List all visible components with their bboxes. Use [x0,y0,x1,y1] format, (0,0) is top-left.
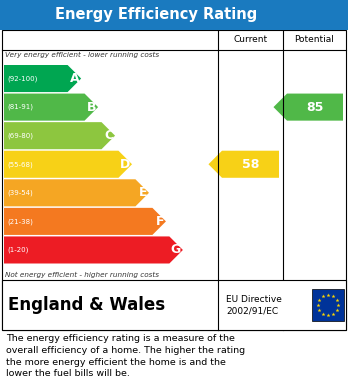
Polygon shape [274,93,343,121]
Text: Current: Current [234,36,268,45]
Text: (81-91): (81-91) [7,104,33,110]
Text: Energy Efficiency Rating: Energy Efficiency Rating [55,7,258,23]
Polygon shape [4,93,98,121]
Text: A: A [70,72,79,85]
Text: (55-68): (55-68) [7,161,33,167]
Text: England & Wales: England & Wales [8,296,165,314]
Text: 58: 58 [242,158,259,171]
Text: D: D [120,158,130,171]
Polygon shape [208,151,279,178]
Polygon shape [4,151,132,178]
Text: C: C [104,129,113,142]
Text: (1-20): (1-20) [7,247,29,253]
Bar [312,289,344,321]
Polygon shape [4,237,183,264]
Text: 85: 85 [306,100,324,114]
Text: Very energy efficient - lower running costs: Very energy efficient - lower running co… [5,52,159,58]
Text: The energy efficiency rating is a measure of the
overall efficiency of a home. T: The energy efficiency rating is a measur… [6,334,245,378]
Text: (21-38): (21-38) [7,218,33,225]
Bar [2,280,346,330]
Text: Not energy efficient - higher running costs: Not energy efficient - higher running co… [5,272,159,278]
Text: B: B [87,100,96,114]
Bar [0,0,348,30]
Text: (69-80): (69-80) [7,133,33,139]
Text: G: G [171,244,181,256]
Text: 2002/91/EC: 2002/91/EC [226,307,278,316]
Polygon shape [4,65,81,92]
Polygon shape [4,179,149,206]
Text: Potential: Potential [294,36,334,45]
Polygon shape [4,122,115,149]
Polygon shape [4,208,166,235]
Text: E: E [139,187,147,199]
Bar [2,30,346,330]
Text: F: F [156,215,164,228]
Text: (39-54): (39-54) [7,190,33,196]
Text: (92-100): (92-100) [7,75,37,82]
Text: EU Directive: EU Directive [226,294,282,303]
